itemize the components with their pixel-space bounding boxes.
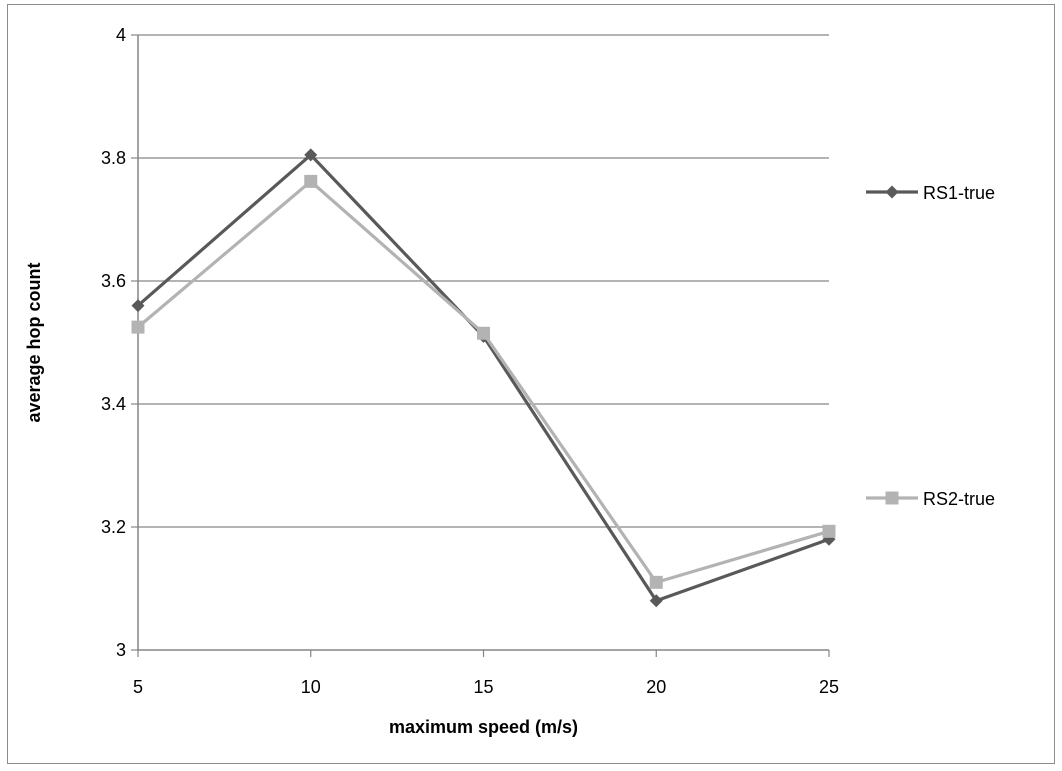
x-tick-label: 15 [473,677,493,697]
y-axis-title: average hop count [24,262,44,422]
series-line [136,153,830,603]
legend: RS1-true RS2-true [866,183,995,509]
data-point [131,299,145,313]
x-tick-label: 20 [646,677,666,697]
data-point [131,320,145,334]
legend-marker [885,491,899,505]
series-layer [131,148,836,608]
y-tick-label: 3.4 [101,394,126,414]
y-tick-label: 3 [116,640,126,660]
data-point [822,524,836,538]
legend-label: RS1-true [923,183,995,203]
y-tick-label: 3.6 [101,271,126,291]
x-axis-ticks: 5 10 15 20 25 [133,650,839,697]
legend-marker [885,185,899,199]
y-tick-label: 3.2 [101,517,126,537]
data-point [477,326,490,340]
data-point [649,594,663,608]
series-line [136,179,830,584]
data-point [304,148,318,162]
x-tick-label: 5 [133,677,143,697]
y-axis-ticks: 3 3.2 3.4 3.6 3.8 4 [101,25,138,660]
y-tick-label: 4 [116,25,126,45]
data-point [304,174,318,188]
gridlines [138,34,829,528]
data-point [649,575,663,589]
series-rs1-true [131,148,836,608]
y-tick-label: 3.8 [101,148,126,168]
chart-area [7,4,1055,764]
legend-item: RS2-true [866,489,995,509]
x-tick-label: 25 [819,677,839,697]
x-axis-title: maximum speed (m/s) [389,717,578,737]
x-tick-label: 10 [301,677,321,697]
legend-item: RS1-true [866,183,995,203]
legend-label: RS2-true [923,489,995,509]
series-rs2-true [131,174,836,589]
